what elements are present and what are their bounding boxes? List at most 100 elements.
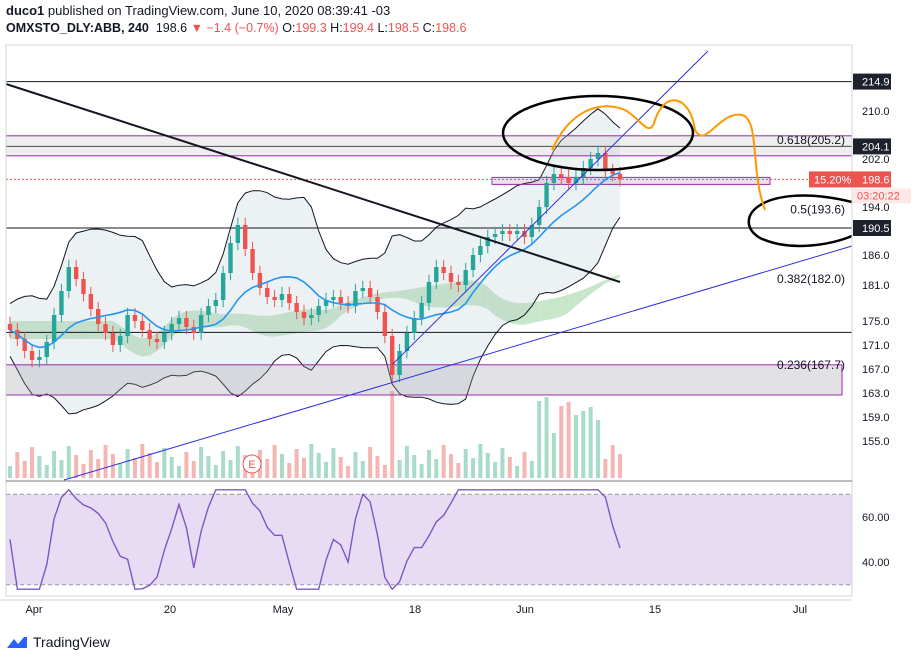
- cloud-segment: [237, 313, 246, 328]
- candle-body: [37, 357, 42, 360]
- candle-body: [22, 339, 27, 351]
- cloud-segment: [561, 294, 569, 317]
- volume-bar: [493, 462, 498, 478]
- plot-frame: [5, 44, 853, 597]
- volume-bar: [324, 462, 329, 478]
- candle-body: [529, 225, 535, 237]
- fib-label: 0.236(167.7): [777, 358, 845, 372]
- time-tick: May: [273, 604, 294, 616]
- volume-bar: [471, 458, 476, 478]
- cloud-segment: [392, 290, 400, 298]
- cloud-segment: [362, 295, 371, 305]
- candle-body: [485, 237, 490, 246]
- volume-bar: [272, 445, 277, 478]
- high-value: 199.4: [342, 21, 374, 35]
- volume-bar: [147, 453, 152, 478]
- volume-bar: [30, 447, 35, 478]
- hand-arc: [747, 194, 853, 248]
- volume-bar: [375, 456, 380, 478]
- price-tick: 181.0: [862, 280, 890, 292]
- candle-body: [367, 288, 373, 297]
- volume-bar: [118, 463, 123, 478]
- candles: [7, 145, 623, 383]
- cloud-segment: [443, 282, 451, 308]
- candle-body: [88, 294, 94, 309]
- cloud-segment: [289, 310, 297, 335]
- candle-body: [419, 303, 424, 318]
- candle-body: [397, 351, 402, 375]
- candle-body: [507, 231, 512, 234]
- candle-body: [294, 303, 299, 312]
- volume-bar: [37, 456, 42, 478]
- volume-bar: [96, 459, 101, 478]
- candle-body: [492, 234, 498, 237]
- candle-body: [353, 291, 358, 306]
- candle-body: [118, 336, 123, 345]
- cloud-segment: [76, 321, 84, 339]
- cloud-segment: [83, 321, 91, 339]
- volume-bar: [22, 461, 27, 478]
- volume-bar: [279, 454, 284, 478]
- volume-bar: [551, 433, 556, 478]
- candle-body: [301, 312, 307, 318]
- candle-body: [514, 231, 520, 234]
- candle-body: [426, 282, 432, 303]
- bollinger-upper: [9, 108, 621, 305]
- candle-body: [132, 315, 138, 321]
- volume-bar: [544, 397, 549, 478]
- candle-body: [404, 333, 410, 351]
- candle-body: [478, 246, 483, 255]
- open-value: 199.3: [295, 21, 327, 35]
- moving-average: [9, 171, 621, 349]
- candle-body: [581, 168, 586, 177]
- cloud-segment: [436, 283, 444, 308]
- volume-bar: [316, 453, 321, 478]
- candle-body: [66, 267, 71, 291]
- volume-bar: [155, 462, 159, 478]
- volume-bar: [412, 455, 417, 478]
- author: duco1: [6, 3, 45, 18]
- candle-body: [617, 174, 623, 180]
- cloud-segment: [458, 280, 466, 307]
- volume-bar: [463, 449, 468, 478]
- volume-bar: [522, 452, 527, 478]
- volume-bar: [132, 458, 137, 478]
- rsi-tick: 40.00: [862, 557, 890, 569]
- cloud-segment: [509, 301, 518, 325]
- volume-bar: [294, 449, 299, 478]
- cloud-segment: [245, 314, 253, 332]
- cloud-segment: [590, 283, 598, 295]
- last-price-badge: [853, 171, 891, 188]
- candle-body: [390, 336, 395, 375]
- price-tick: 159.0: [862, 412, 890, 424]
- level-badge: [853, 220, 891, 236]
- candle-body: [29, 351, 35, 360]
- fib-band: [5, 135, 853, 157]
- rsi-pane: 60.00 40.00: [6, 488, 890, 591]
- candle-body: [44, 342, 49, 357]
- price-tick: 210.0: [862, 106, 890, 118]
- tradingview-logo[interactable]: TradingView: [6, 634, 110, 650]
- last-price-label: 198.6: [862, 174, 890, 186]
- cloud-segment: [24, 321, 33, 339]
- pct-badge: [809, 171, 853, 188]
- low-value: 198.5: [387, 21, 420, 35]
- candle-body: [463, 270, 468, 285]
- volume-bar: [434, 459, 439, 478]
- candle-body: [125, 315, 130, 336]
- cloud-segment: [259, 315, 268, 337]
- volume-bar: [235, 446, 240, 478]
- cloud-segment: [39, 321, 47, 339]
- candle-body: [338, 297, 343, 303]
- cloud-segment: [502, 298, 510, 323]
- candle-body: [243, 225, 248, 249]
- price-tick: 214.9: [862, 77, 890, 89]
- volume-bar: [404, 446, 409, 478]
- volume-bar: [478, 444, 483, 478]
- candle-body: [434, 267, 439, 282]
- candle-body: [169, 324, 174, 333]
- uptrend-line: [63, 245, 853, 481]
- volume-bar: [559, 406, 564, 478]
- volume-bar: [507, 457, 512, 478]
